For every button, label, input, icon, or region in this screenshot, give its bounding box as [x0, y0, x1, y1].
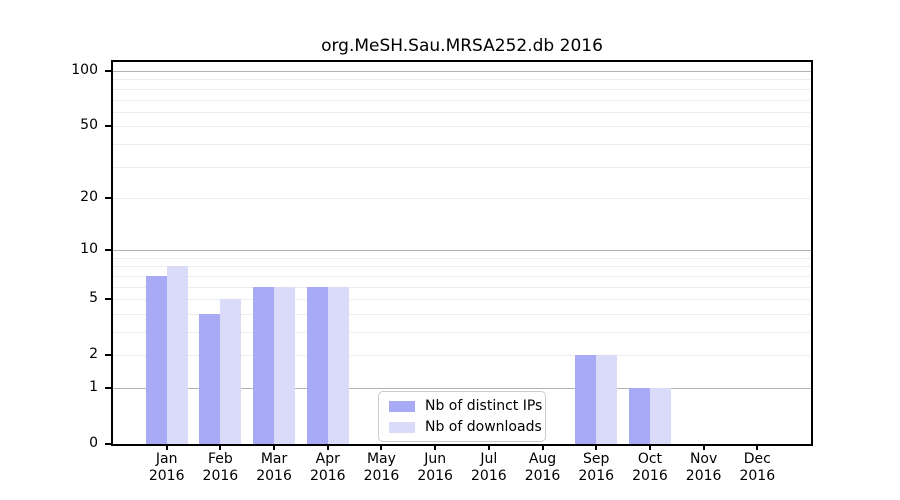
x-tick-label: Sep 2016 [578, 451, 615, 484]
x-tick-label: Mar 2016 [256, 451, 292, 484]
y-tick-label: 2 [89, 346, 98, 363]
minor-gridline [113, 313, 811, 315]
x-tick-label: Oct 2016 [632, 451, 668, 484]
x-tick-mark [326, 444, 329, 450]
y-tick-label: 5 [89, 290, 98, 307]
minor-gridline [113, 257, 811, 259]
bar-distinct-ips [306, 286, 328, 444]
x-tick-mark [595, 444, 598, 450]
minor-gridline [113, 79, 811, 81]
x-tick-mark [487, 444, 490, 450]
minor-gridline [113, 355, 811, 357]
bar-downloads [596, 355, 618, 444]
bar-distinct-ips [145, 275, 167, 444]
bar-distinct-ips [253, 286, 275, 444]
x-tick-label: Dec 2016 [739, 451, 776, 484]
x-tick-mark [756, 444, 759, 450]
y-tick-mark [105, 354, 111, 357]
y-tick-label: 50 [80, 117, 98, 134]
y-tick-mark [105, 196, 111, 199]
x-tick-label: Feb 2016 [202, 451, 239, 484]
x-tick-mark [273, 444, 276, 450]
bar-downloads [649, 387, 671, 444]
x-tick-mark [380, 444, 383, 450]
bar-distinct-ips [199, 313, 221, 444]
minor-gridline [113, 88, 811, 90]
major-gridline [113, 387, 811, 389]
x-tick-mark [702, 444, 705, 450]
x-tick-label: Nov 2016 [685, 451, 722, 484]
y-tick-mark [105, 386, 111, 389]
x-tick-label: Jan 2016 [148, 451, 185, 484]
y-tick-mark [105, 443, 111, 445]
bar-distinct-ips [628, 387, 650, 444]
minor-gridline [113, 266, 811, 268]
major-gridline [113, 71, 811, 73]
bar-downloads [327, 286, 349, 444]
bar-distinct-ips [575, 355, 597, 444]
x-tick-mark [219, 444, 222, 450]
legend-label: Nb of downloads [425, 419, 542, 435]
y-tick-label: 1 [89, 378, 98, 395]
y-tick-mark [105, 70, 111, 73]
x-tick-mark [648, 444, 651, 450]
x-tick-mark [165, 444, 168, 450]
minor-gridline [113, 331, 811, 333]
x-tick-label: Aug 2016 [524, 451, 561, 484]
major-gridline [113, 250, 811, 252]
bar-downloads [274, 286, 296, 444]
minor-gridline [113, 275, 811, 277]
minor-gridline [113, 286, 811, 288]
minor-gridline [113, 299, 811, 301]
y-tick-mark [105, 298, 111, 301]
distinct-ips-swatch [389, 400, 415, 412]
x-tick-label: Apr 2016 [309, 451, 346, 484]
legend-item: Nb of downloads [389, 419, 542, 435]
x-tick-mark [541, 444, 544, 450]
x-tick-label: May 2016 [363, 451, 400, 484]
minor-gridline [113, 143, 811, 145]
y-tick-mark [105, 249, 111, 252]
chart-title: org.MeSH.Sau.MRSA252.db 2016 [321, 36, 603, 56]
minor-gridline [113, 166, 811, 168]
plot-area [111, 60, 813, 446]
bar-downloads [166, 266, 188, 444]
bar-downloads [220, 299, 242, 444]
legend-item: Nb of distinct IPs [389, 398, 542, 414]
y-tick-label: 20 [80, 188, 98, 205]
y-tick-label: 100 [71, 62, 98, 79]
minor-gridline [113, 99, 811, 101]
y-tick-label: 10 [80, 241, 98, 258]
legend: Nb of distinct IPs Nb of downloads [378, 391, 546, 442]
minor-gridline [113, 111, 811, 113]
y-tick-mark [105, 125, 111, 128]
downloads-swatch [389, 421, 415, 433]
minor-gridline [113, 126, 811, 128]
minor-gridline [113, 197, 811, 199]
x-tick-mark [434, 444, 437, 450]
legend-label: Nb of distinct IPs [425, 398, 543, 414]
x-tick-label: Jun 2016 [417, 451, 453, 484]
y-tick-label: 0 [89, 435, 98, 451]
x-tick-label: Jul 2016 [471, 451, 507, 484]
